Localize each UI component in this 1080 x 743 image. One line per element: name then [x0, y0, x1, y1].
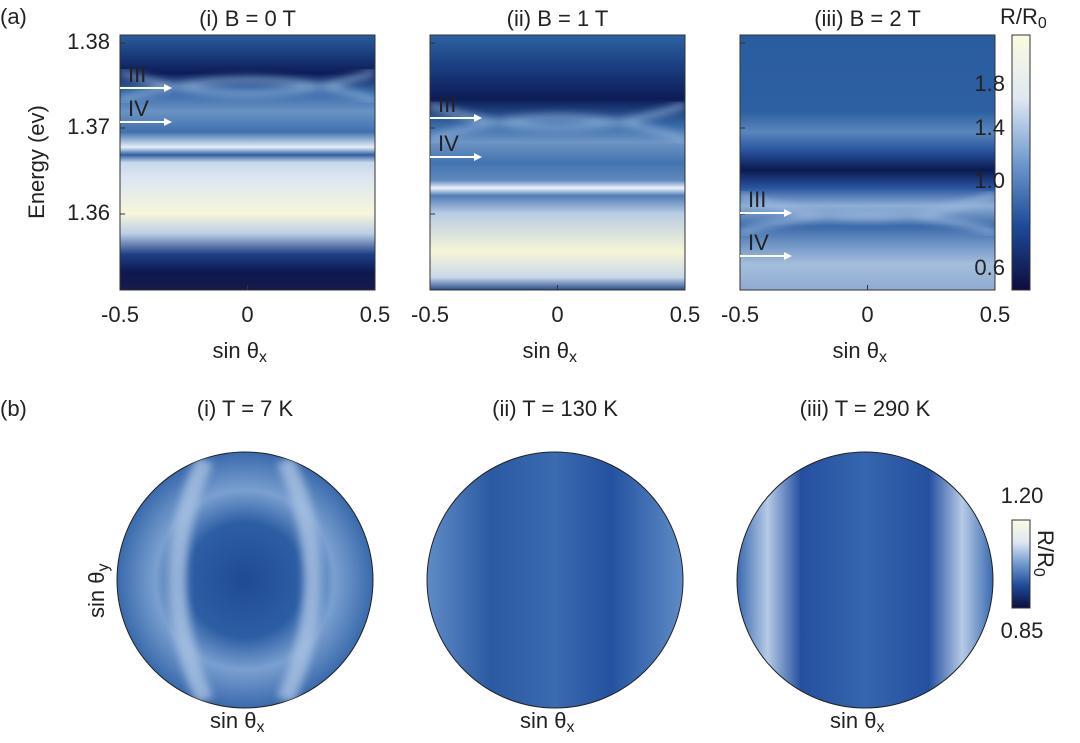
- colorbar-tick-label: 1.20: [1001, 483, 1044, 508]
- band-marker: III: [748, 187, 766, 212]
- plot-title: (ii) B = 1 T: [507, 6, 609, 31]
- band-marker: IV: [748, 230, 769, 255]
- x-tick-label: 0.5: [360, 302, 391, 327]
- heatmaps: [116, 34, 1031, 709]
- heatmap: [740, 35, 995, 290]
- x-tick-label: 0: [861, 302, 873, 327]
- x-axis-label: sin θx: [520, 708, 574, 736]
- plot-title: (i) B = 0 T: [199, 6, 296, 31]
- x-axis-label-main: sin θ: [520, 708, 566, 733]
- x-tick-label: 0: [551, 302, 563, 327]
- x-axis-label: sin θx: [210, 708, 264, 736]
- x-tick-label: 0.5: [670, 302, 701, 327]
- x-axis-label-main: sin θ: [213, 338, 259, 363]
- x-axis-label-main: sin θ: [833, 338, 879, 363]
- x-axis-label: sin θx: [833, 338, 887, 366]
- x-tick-label: -0.5: [101, 302, 139, 327]
- colorbar-title-sub: 0: [1030, 568, 1047, 577]
- band-marker: III: [128, 62, 146, 87]
- x-tick-label: 0.5: [980, 302, 1011, 327]
- x-tick-label: -0.5: [721, 302, 759, 327]
- x-axis-label-sub: x: [259, 349, 267, 366]
- plot-title: (iii) T = 290 K: [800, 396, 931, 421]
- panel-label: (b): [0, 396, 27, 421]
- y-axis-label: Energy (ev): [24, 105, 49, 219]
- colorbar: [1011, 519, 1031, 609]
- x-axis-label-main: sin θ: [210, 708, 256, 733]
- y-tick-label: 1.38: [67, 29, 110, 54]
- colorbar-tick-label: 0.6: [974, 255, 1005, 280]
- x-axis-label-sub: x: [879, 349, 887, 366]
- band-marker: IV: [438, 131, 459, 156]
- x-tick-label: 0: [241, 302, 253, 327]
- colorbar-tick-label: 1.0: [974, 168, 1005, 193]
- arrow-head: [164, 118, 172, 126]
- arrow-head: [474, 114, 482, 122]
- colorbar-title-main: R/R: [1033, 530, 1058, 568]
- colorbar-title-main: R/R: [1000, 4, 1038, 29]
- arrow-head: [474, 153, 482, 161]
- x-axis-label-main: sin θ: [830, 708, 876, 733]
- band-marker: IV: [128, 96, 149, 121]
- band-marker: III: [438, 92, 456, 117]
- arrow-head: [164, 84, 172, 92]
- colorbar-tick-label: 0.85: [1001, 618, 1044, 643]
- x-axis-label-sub: x: [256, 719, 264, 736]
- y-axis-label-sub: y: [95, 564, 112, 572]
- colorbar-tick-label: 1.8: [974, 71, 1005, 96]
- heatmap: [736, 451, 994, 709]
- x-tick-label: -0.5: [411, 302, 449, 327]
- colorbar-title-sub: 0: [1038, 15, 1047, 32]
- plot-title: (ii) T = 130 K: [492, 396, 618, 421]
- panel-label: (a): [0, 4, 27, 29]
- heatmap: [430, 35, 685, 290]
- plot-title: (i) T = 7 K: [197, 396, 294, 421]
- heatmap: [426, 451, 684, 709]
- y-tick-label: 1.36: [67, 200, 110, 225]
- colorbar-tick-label: 1.4: [974, 115, 1005, 140]
- x-axis-label-sub: x: [569, 349, 577, 366]
- x-axis-label: sin θx: [523, 338, 577, 366]
- heatmap: [116, 451, 374, 709]
- x-axis-label-main: sin θ: [523, 338, 569, 363]
- y-axis-label: sin θy: [84, 564, 112, 618]
- y-axis-label-main: sin θ: [84, 572, 109, 618]
- colorbar-title: R/R0: [1030, 530, 1058, 577]
- y-tick-label: 1.37: [67, 114, 110, 139]
- x-axis-label-sub: x: [876, 719, 884, 736]
- plot-title: (iii) B = 2 T: [814, 6, 921, 31]
- arrow-head: [784, 252, 792, 260]
- colorbar: [1011, 34, 1031, 291]
- x-axis-label: sin θx: [830, 708, 884, 736]
- colorbar-title: R/R0: [1000, 4, 1047, 32]
- heatmap: [120, 35, 375, 290]
- x-axis-label: sin θx: [213, 338, 267, 366]
- x-axis-label-sub: x: [566, 719, 574, 736]
- arrow-head: [784, 209, 792, 217]
